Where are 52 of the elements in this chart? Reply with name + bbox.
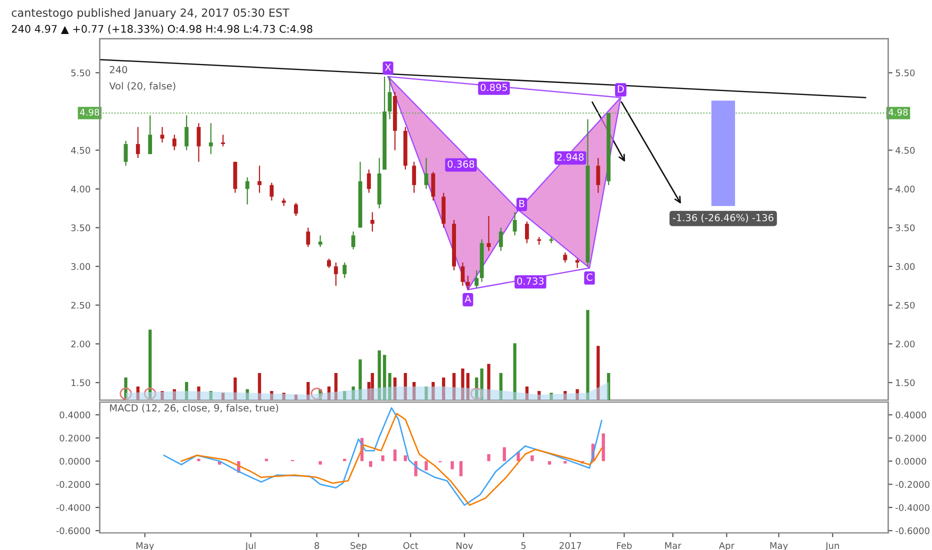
y-tick-label: 0.2000 [60,434,90,442]
x-tick-label: Nov [456,542,473,549]
y2-tick-label: 2.00 [896,340,915,348]
y2-tick-label: -0.4000 [896,504,930,512]
x-tick-label: 2017 [560,542,582,549]
x-tick-label: 5 [521,542,526,549]
x-tick-label: Feb [617,542,632,549]
annotation: 0.895 [480,84,508,92]
annotation: B [519,200,524,208]
y2-tick-label: 4.50 [896,146,915,154]
chart-subtitle: 240 4.97 ▲ +0.77 (+18.33%) O:4.98 H:4.98 L:4.73 C:4.98 [12,24,312,34]
y-tick-label: -0.6000 [56,527,90,534]
y-tick-label: 1.50 [72,379,90,386]
y-tick-label: 3.00 [71,263,90,270]
y2-tick-label: 4.00 [896,186,915,192]
y-tick-label: 4.50 [71,146,90,154]
y-tick-label: 2.50 [71,302,90,309]
annotation: C [586,273,592,281]
y2-tick-label: 3.50 [896,224,915,232]
y2-tick-label: 5.50 [896,69,915,76]
annotation: 0.368 [448,160,474,168]
y-tick-label: 2.00 [71,340,90,348]
x-tick-label: 8 [314,542,320,549]
y-tick-label: 0.4000 [60,412,90,418]
annotation: A [464,295,472,302]
y2-tick-label: -0.6000 [896,527,930,534]
y2-tick-label: -0.2000 [896,481,930,488]
ref-line-label: 4.98 [888,108,908,116]
annotation: 240 [110,66,128,74]
annotation: 2.948 [557,153,584,161]
annotation: Vol (20, false) [109,82,176,91]
annotation: X [384,64,392,71]
annotation: MACD (12, 26, close, 9, false, true) [110,404,278,413]
y2-tick-label: 1.50 [896,379,915,386]
y-tick-label: 3.50 [71,224,90,232]
y-tick-label: 0.0000 [60,458,90,465]
y-tick-label: 5.50 [71,69,90,76]
chart-title: cantestogo published January 24, 2017 05:30 EST [12,8,290,20]
y2-tick-label: 0.0000 [896,458,926,465]
y2-tick-label: 3.00 [896,263,915,270]
y-tick-label: -0.2000 [56,481,90,488]
annotation: D [618,85,624,92]
y-tick-label: 4.00 [71,186,90,192]
y2-tick-label: 0.2000 [896,434,926,442]
annotation: 0.733 [517,277,544,285]
y2-tick-label: 0.4000 [896,412,926,418]
data-label: -1.36 (-26.46%) -136 [672,214,774,222]
text: 4.98 [80,108,100,116]
y2-tick-label: 2.50 [896,302,915,309]
y-tick-label: -0.4000 [56,504,90,512]
x-tick-label: Oct [403,542,418,549]
x-tick-label: Mar [665,542,682,549]
